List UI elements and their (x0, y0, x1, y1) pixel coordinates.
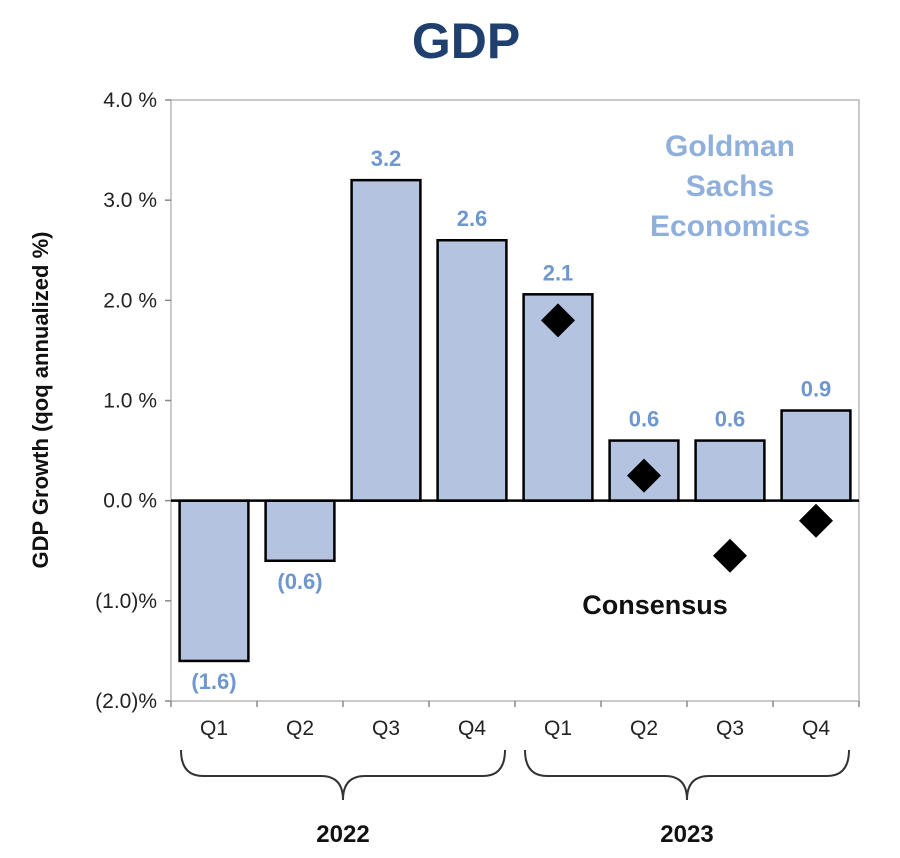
year-brace (524, 749, 850, 801)
source-annotation-line: Economics (650, 210, 810, 243)
data-label: (0.6) (277, 569, 322, 594)
source-annotation: Goldman Sachs Economics (650, 130, 810, 243)
chart-title: GDP (412, 13, 520, 69)
x-tick-label: Q3 (716, 717, 744, 740)
source-annotation-line: Sachs (686, 170, 774, 203)
year-groups: 2022 2023 (180, 749, 850, 848)
x-tick-label: Q1 (544, 717, 572, 740)
bar (350, 178, 422, 502)
data-label: 3.2 (371, 146, 402, 171)
data-label: (1.6) (191, 669, 236, 694)
data-label: 0.9 (801, 377, 832, 402)
y-tick-label: 2.0 % (103, 289, 157, 312)
x-tick-label: Q4 (458, 717, 486, 740)
x-tick-label: Q2 (286, 717, 314, 740)
x-axis-ticks: Q1 Q2 Q3 Q4 Q1 Q2 Q3 Q4 (170, 701, 860, 740)
x-tick-label: Q1 (200, 717, 228, 740)
y-tick-label: (1.0)% (95, 590, 157, 613)
bar (264, 499, 336, 563)
consensus-markers (541, 303, 833, 573)
bar (694, 439, 766, 502)
data-label: 2.6 (457, 206, 488, 231)
x-tick-label: Q2 (630, 717, 658, 740)
y-axis-label: GDP Growth (qoq annualized %) (28, 232, 53, 569)
y-tick-label: (2.0)% (95, 690, 157, 713)
bar (436, 238, 508, 502)
bars (178, 178, 852, 663)
data-label: 2.1 (543, 260, 574, 285)
year-label: 2023 (660, 821, 713, 848)
consensus-marker (799, 503, 833, 538)
y-tick-label: 1.0 % (103, 390, 157, 413)
data-labels: (1.6) (0.6) 3.2 2.6 2.1 0.6 0.6 0.9 (191, 146, 831, 694)
data-label: 0.6 (715, 407, 746, 432)
consensus-marker (541, 303, 575, 338)
y-axis-ticks: 4.0 % 3.0 % 2.0 % 1.0 % 0.0 % (1.0)% (2.0)% (95, 89, 171, 713)
source-annotation-line: Goldman (665, 130, 795, 163)
consensus-marker (713, 538, 747, 573)
x-tick-label: Q4 (802, 717, 830, 740)
y-tick-label: 4.0 % (103, 89, 157, 112)
data-label: 0.6 (629, 407, 660, 432)
x-tick-label: Q3 (372, 717, 400, 740)
consensus-marker (627, 458, 661, 493)
year-label: 2022 (316, 821, 369, 848)
bar (178, 499, 250, 663)
year-brace (180, 749, 506, 801)
consensus-label: Consensus (582, 590, 728, 620)
y-tick-label: 0.0 % (103, 490, 157, 513)
bar (780, 409, 852, 502)
y-tick-label: 3.0 % (103, 189, 157, 212)
